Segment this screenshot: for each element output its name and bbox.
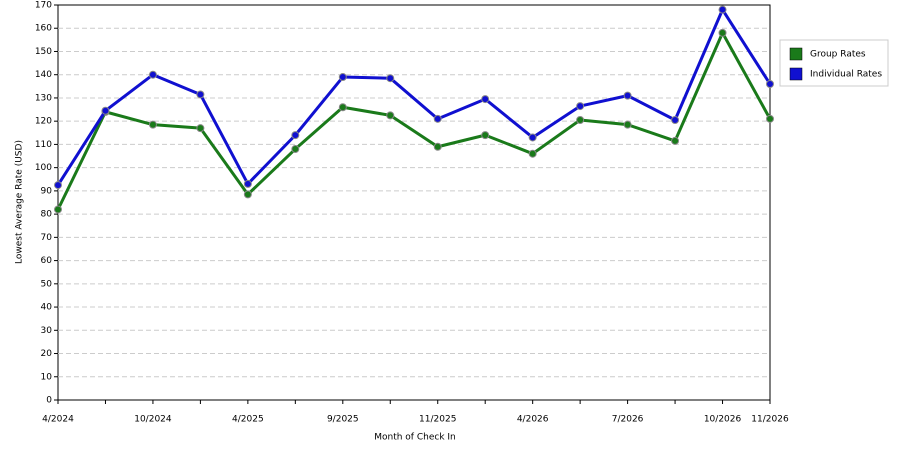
y-tick-label: 140 [35, 70, 52, 80]
data-point [196, 90, 205, 99]
y-tick-label: 110 [35, 140, 52, 150]
y-tick-label: 50 [41, 279, 53, 289]
data-point [54, 205, 62, 214]
x-tick-label: 11/2025 [419, 415, 456, 425]
data-point [718, 28, 727, 37]
data-point [766, 80, 774, 88]
data-point [243, 190, 252, 199]
x-tick-label: 4/2024 [42, 415, 74, 425]
legend-label: Individual Rates [810, 70, 882, 80]
data-point [481, 95, 490, 104]
data-point [243, 179, 252, 188]
x-tick-label: 4/2026 [517, 415, 549, 425]
x-axis-label: Month of Check In [374, 433, 456, 443]
data-point [481, 131, 490, 140]
y-tick-label: 70 [41, 233, 53, 243]
y-tick-label: 30 [41, 326, 53, 336]
data-point [291, 145, 300, 154]
y-tick-label: 100 [35, 163, 52, 173]
data-point [54, 181, 62, 190]
data-point [291, 131, 300, 140]
legend-swatch [789, 67, 803, 81]
data-point [148, 70, 157, 79]
x-tick-label: 7/2026 [612, 415, 644, 425]
y-tick-label: 60 [41, 256, 53, 266]
data-point [433, 114, 442, 123]
y-tick-label: 150 [35, 47, 52, 57]
data-point [338, 103, 347, 112]
y-tick-label: 120 [35, 117, 52, 127]
data-point [718, 5, 727, 14]
plot-area [57, 4, 771, 401]
data-point [433, 142, 442, 151]
y-tick-label: 170 [35, 1, 52, 11]
x-tick-label: 11/2026 [751, 415, 789, 425]
series-line [56, 31, 772, 211]
data-point [338, 73, 347, 82]
y-tick-label: 10 [41, 372, 53, 382]
x-tick-label: 4/2025 [232, 415, 264, 425]
data-point [148, 120, 157, 129]
legend-label: Group Rates [810, 50, 866, 60]
y-tick-label: 20 [41, 349, 53, 359]
data-point [671, 136, 680, 145]
data-point [528, 149, 537, 158]
legend-swatch [789, 47, 803, 61]
y-tick-label: 130 [35, 93, 52, 103]
y-tick-label: 160 [35, 24, 52, 34]
data-point [623, 91, 632, 100]
data-point [386, 74, 395, 83]
x-tick-label: 10/2024 [134, 415, 172, 425]
x-tick-label: 10/2026 [704, 415, 742, 425]
y-tick-label: 0 [46, 396, 52, 406]
y-tick-label: 40 [41, 303, 53, 313]
y-tick-label: 90 [41, 186, 53, 196]
data-point [386, 111, 395, 120]
y-axis-label: Lowest Average Rate (USD) [15, 140, 25, 264]
data-point [576, 116, 585, 125]
y-tick-label: 80 [41, 210, 53, 220]
x-tick-label: 9/2025 [327, 415, 359, 425]
series-line [56, 8, 772, 186]
data-point [528, 133, 537, 142]
data-point [196, 124, 205, 133]
data-point [101, 106, 110, 115]
data-point [576, 102, 585, 111]
data-point [766, 114, 774, 123]
data-point [671, 116, 680, 125]
data-point [623, 120, 632, 129]
